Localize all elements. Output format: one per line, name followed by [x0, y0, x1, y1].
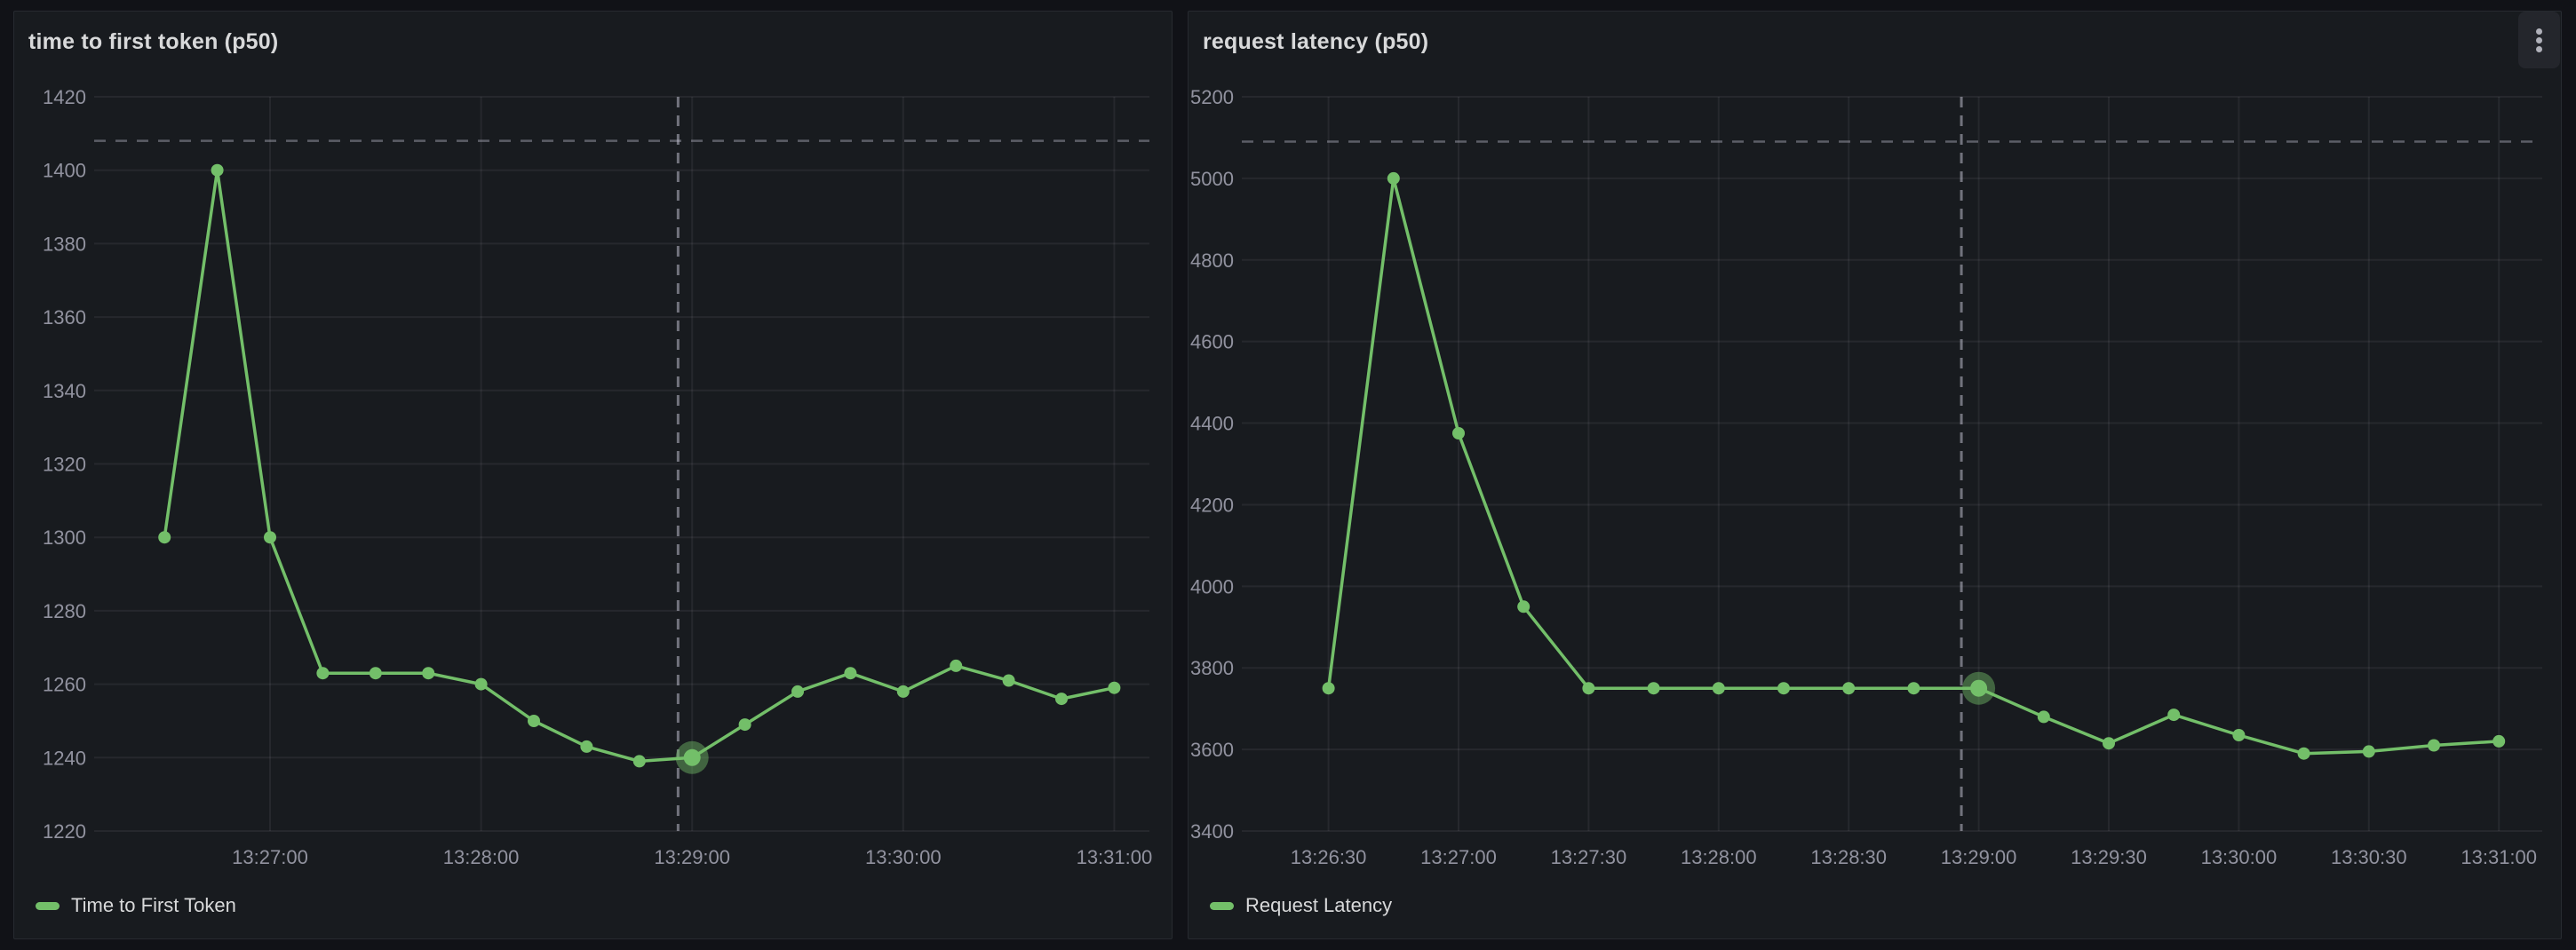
panel-request-latency: request latency (p50) 3400 3600 3800 4000 42…	[1188, 11, 2562, 939]
y-axis-tick-label: 1240	[43, 747, 86, 769]
x-axis-tick-label: 13:30:00	[2201, 846, 2278, 868]
x-axis-tick-label: 13:28:00	[443, 846, 520, 868]
data-point[interactable]	[2167, 709, 2181, 722]
data-point[interactable]	[2493, 734, 2506, 748]
data-point[interactable]	[211, 163, 224, 177]
legend-series-label: Request Latency	[1245, 894, 1393, 916]
data-point[interactable]	[2037, 710, 2050, 724]
y-axis-tick-label: 4600	[1190, 331, 1234, 353]
data-point[interactable]	[2297, 747, 2310, 760]
data-point[interactable]	[158, 531, 171, 544]
data-point[interactable]	[791, 685, 804, 698]
data-point[interactable]	[1647, 682, 1660, 695]
y-axis-tick-label: 1220	[43, 820, 86, 843]
data-point[interactable]	[1842, 682, 1856, 695]
y-axis-tick-label: 4400	[1190, 413, 1234, 435]
data-point[interactable]	[2103, 737, 2115, 750]
data-point[interactable]	[1582, 682, 1595, 695]
data-point[interactable]	[1517, 600, 1530, 614]
x-axis-tick-label: 13:30:30	[2331, 846, 2407, 868]
y-axis-tick-label: 1400	[43, 160, 86, 182]
legend-item-request-latency[interactable]: Request Latency	[1210, 894, 1392, 917]
y-axis-tick-label: 5200	[1190, 86, 1234, 108]
data-point[interactable]	[528, 715, 540, 727]
y-axis-tick-label: 1420	[43, 86, 86, 108]
y-axis-tick-label: 1360	[43, 306, 86, 329]
data-point[interactable]	[474, 677, 488, 691]
series-line	[163, 168, 1117, 764]
highlighted-data-point[interactable]	[683, 748, 701, 766]
data-point[interactable]	[1387, 171, 1400, 185]
y-axis-tick-label: 1340	[43, 380, 86, 402]
x-axis-tick-label: 13:31:00	[2461, 846, 2537, 868]
panel-menu-button[interactable]	[2518, 12, 2560, 68]
y-axis-tick-label: 4000	[1190, 575, 1234, 598]
data-point[interactable]	[844, 667, 857, 680]
panel-title: time to first token (p50)	[28, 29, 279, 54]
data-point[interactable]	[1907, 682, 1920, 695]
y-axis-tick-label: 1280	[43, 600, 86, 622]
data-point[interactable]	[1002, 674, 1015, 687]
x-axis-tick-label: 13:28:30	[1810, 846, 1887, 868]
highlighted-data-point[interactable]	[1970, 679, 1988, 697]
data-point[interactable]	[738, 718, 751, 732]
y-axis-tick-label: 3400	[1190, 820, 1234, 843]
kebab-vertical-icon	[2536, 28, 2542, 35]
legend-item-time-to-first-token[interactable]: Time to First Token	[36, 894, 236, 917]
legend-series-label: Time to First Token	[71, 894, 236, 916]
y-axis-tick-label: 1260	[43, 674, 86, 696]
x-axis-tick-label: 13:27:30	[1551, 846, 1627, 868]
data-point[interactable]	[950, 659, 963, 672]
data-point[interactable]	[2232, 729, 2246, 741]
x-axis-tick-label: 13:31:00	[1077, 846, 1153, 868]
data-point[interactable]	[1108, 681, 1121, 694]
y-axis-tick-label: 4800	[1190, 249, 1234, 272]
data-point[interactable]	[632, 755, 646, 768]
data-point[interactable]	[422, 667, 435, 680]
x-axis-tick-label: 13:27:00	[1420, 846, 1497, 868]
x-axis-tick-label: 13:27:00	[232, 846, 308, 868]
x-axis-tick-label: 13:29:00	[1941, 846, 2017, 868]
panel-title: request latency (p50)	[1203, 29, 1429, 54]
data-point[interactable]	[264, 531, 276, 544]
data-point[interactable]	[369, 667, 382, 680]
data-point[interactable]	[1055, 693, 1068, 706]
x-axis-tick-label: 13:26:30	[1291, 846, 1367, 868]
panel-time-to-first-token: time to first token (p50) 1220 1240 1260 12…	[13, 11, 1173, 939]
kebab-vertical-icon	[2536, 36, 2542, 44]
request-latency-chart[interactable]: 3400 3600 3800 4000 4200 4400 4600 4800 5000 5200…	[1189, 12, 2561, 938]
x-axis-tick-label: 13:28:00	[1681, 846, 1757, 868]
y-axis-tick-label: 5000	[1190, 168, 1234, 190]
data-point[interactable]	[1322, 682, 1335, 695]
legend-series-swatch	[1210, 901, 1234, 910]
data-point[interactable]	[580, 740, 593, 753]
time-to-first-token-chart[interactable]: 1220 1240 1260 1280 1300 1320 1340 1360 1380 1400…	[14, 12, 1172, 938]
x-axis-tick-label: 13:29:00	[654, 846, 730, 868]
y-axis-tick-label: 1300	[43, 526, 86, 549]
y-axis-tick-label: 1320	[43, 454, 86, 476]
legend-series-swatch	[36, 901, 60, 910]
data-point[interactable]	[2362, 745, 2375, 758]
y-axis-tick-label: 3600	[1190, 739, 1234, 761]
data-point[interactable]	[1777, 682, 1790, 695]
x-axis-tick-label: 13:30:00	[865, 846, 942, 868]
data-point[interactable]	[2428, 739, 2440, 752]
y-axis-tick-label: 4200	[1190, 494, 1234, 516]
y-axis-tick-label: 3800	[1190, 657, 1234, 679]
data-point[interactable]	[1452, 427, 1465, 439]
y-axis-tick-label: 1380	[43, 233, 86, 255]
data-point[interactable]	[316, 667, 330, 680]
data-point[interactable]	[896, 685, 910, 698]
x-axis-tick-label: 13:29:30	[2071, 846, 2147, 868]
data-point[interactable]	[1712, 682, 1725, 695]
kebab-vertical-icon	[2536, 45, 2542, 52]
